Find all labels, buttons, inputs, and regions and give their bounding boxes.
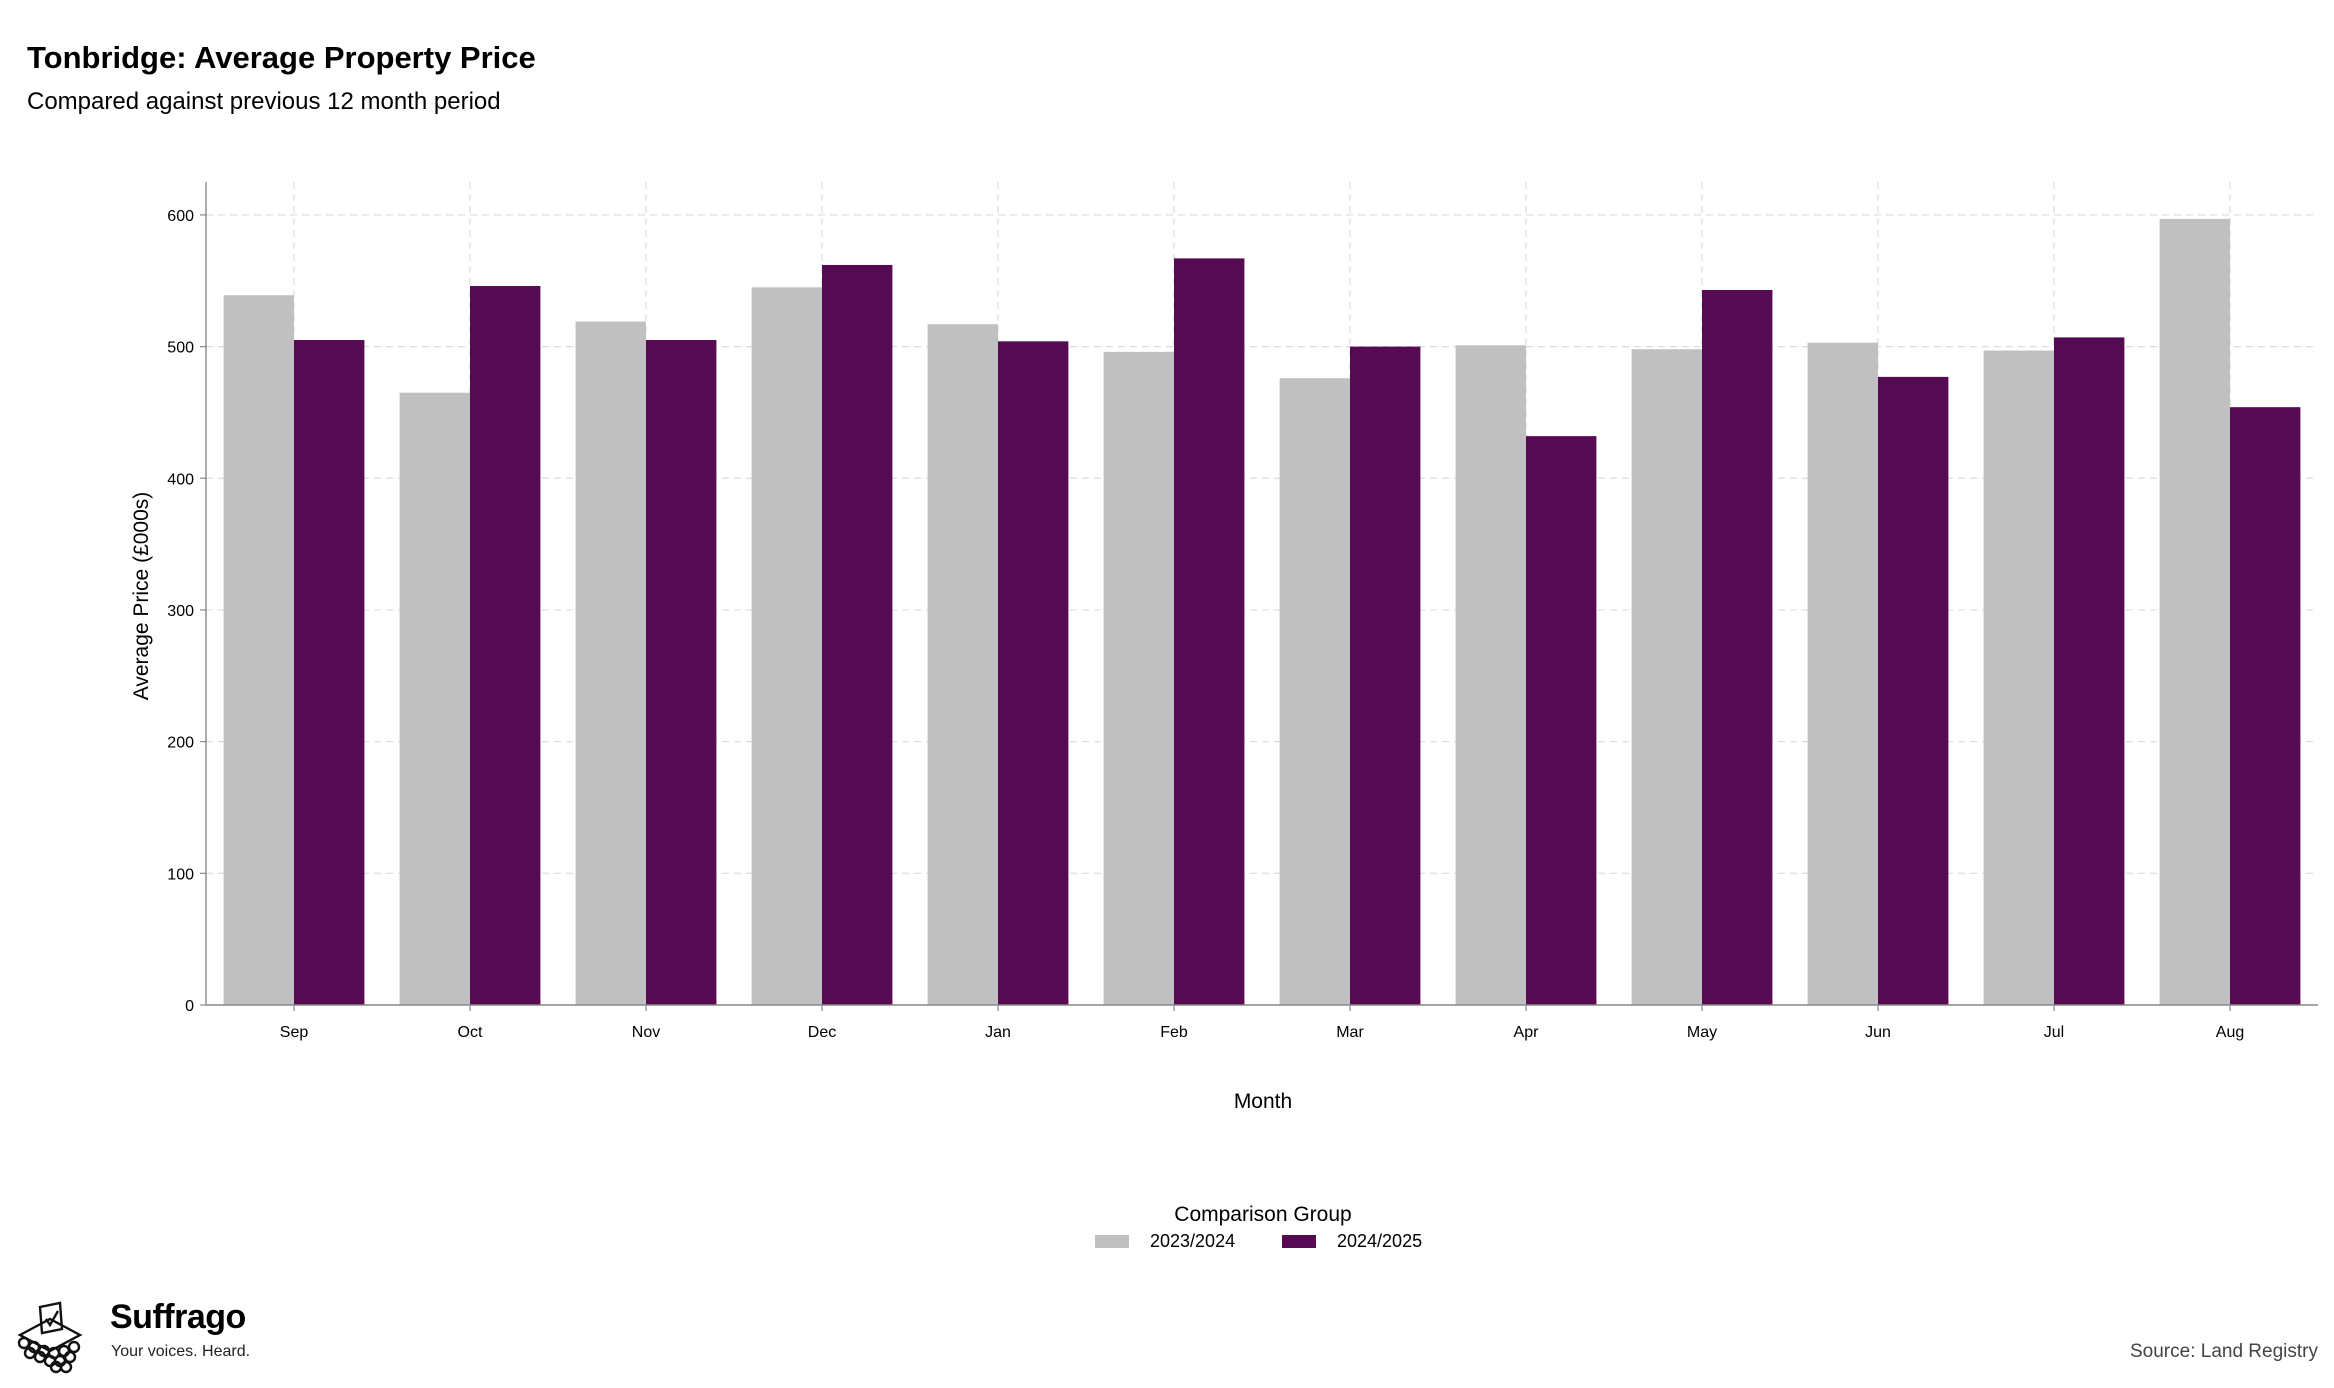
- x-tick-label: Feb: [1160, 1024, 1188, 1041]
- x-tick-label: Apr: [1514, 1024, 1540, 1041]
- x-tick-label: Jan: [985, 1024, 1011, 1041]
- x-tick-label: Mar: [1336, 1024, 1364, 1041]
- bar-nov-series-1: [575, 321, 646, 1005]
- bar-aug-series-1: [2159, 218, 2230, 1005]
- y-tick-label: 300: [167, 603, 194, 620]
- bar-mar-series-1: [1279, 378, 1350, 1005]
- x-tick-label: Dec: [808, 1024, 836, 1041]
- chart-title: Tonbridge: Average Property Price: [27, 40, 536, 75]
- brand-name: Suffrago: [110, 1298, 246, 1336]
- x-tick-label: Aug: [2216, 1024, 2244, 1041]
- bar-may-series-1: [1631, 349, 1702, 1005]
- x-tick-label: Jul: [2044, 1024, 2064, 1041]
- y-tick-label: 600: [167, 208, 194, 225]
- bar-mar-series-2: [1350, 346, 1421, 1006]
- bar-feb-series-1: [1103, 351, 1174, 1005]
- bar-apr-series-1: [1455, 345, 1526, 1005]
- bars: [223, 218, 2301, 1006]
- x-tick-label: May: [1687, 1024, 1717, 1041]
- x-tick-label: Oct: [458, 1024, 483, 1041]
- bar-oct-series-2: [470, 286, 541, 1005]
- y-tick-label: 100: [167, 866, 194, 883]
- y-tick-label: 0: [185, 998, 194, 1015]
- bar-jun-series-2: [1878, 376, 1949, 1005]
- chart-subtitle: Compared against previous 12 month perio…: [27, 88, 501, 115]
- bar-dec-series-1: [751, 287, 822, 1005]
- bar-apr-series-2: [1526, 436, 1597, 1005]
- bar-sep-series-1: [223, 295, 294, 1005]
- brand-tagline: Your voices. Heard.: [111, 1343, 251, 1360]
- bar-oct-series-1: [399, 392, 470, 1005]
- x-tick-label: Nov: [632, 1024, 660, 1041]
- legend-label: 2023/2024: [1150, 1231, 1235, 1251]
- ballot-box-icon: [17, 1301, 83, 1374]
- y-tick-label: 200: [167, 735, 194, 752]
- legend-swatch: [1282, 1235, 1316, 1248]
- bar-jun-series-1: [1807, 342, 1878, 1005]
- source-note: Source: Land Registry: [2130, 1341, 2318, 1362]
- bar-aug-series-2: [2230, 407, 2301, 1005]
- bar-jul-series-2: [2054, 337, 2125, 1005]
- y-axis-title: Average Price (£000s): [130, 492, 153, 701]
- bar-jul-series-1: [1983, 350, 2054, 1005]
- bar-jan-series-2: [998, 341, 1069, 1006]
- x-tick-label: Jun: [1865, 1024, 1891, 1041]
- bar-jan-series-1: [927, 324, 998, 1006]
- axes: 0 100 200 300 400 500 600 Sep Oct Nov Dec Jan Feb Mar…: [167, 182, 2318, 1041]
- bar-feb-series-2: [1174, 258, 1245, 1005]
- legend-title: Comparison Group: [1174, 1203, 1351, 1226]
- bar-nov-series-2: [646, 340, 717, 1005]
- legend-swatch: [1095, 1235, 1129, 1248]
- bar-may-series-2: [1702, 289, 1773, 1005]
- x-tick-label: Sep: [280, 1024, 309, 1041]
- bar-sep-series-2: [294, 340, 365, 1005]
- bar-dec-series-2: [822, 264, 893, 1006]
- y-tick-label: 500: [167, 340, 194, 357]
- x-axis-title: Month: [1234, 1090, 1292, 1113]
- legend-label: 2024/2025: [1337, 1231, 1422, 1251]
- y-tick-label: 400: [167, 471, 194, 488]
- legend: Comparison Group 2023/2024 2024/2025: [1095, 1203, 1422, 1251]
